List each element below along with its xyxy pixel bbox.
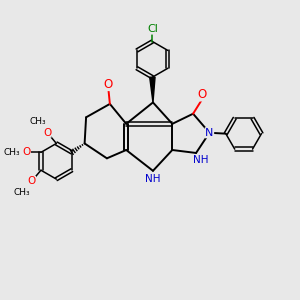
Text: O: O [197, 88, 207, 101]
Text: O: O [104, 77, 113, 91]
Text: CH₃: CH₃ [29, 117, 46, 126]
Polygon shape [150, 77, 155, 102]
Text: O: O [28, 176, 36, 186]
Text: CH₃: CH₃ [4, 148, 20, 157]
Text: NH: NH [145, 174, 160, 184]
Text: NH: NH [193, 155, 208, 165]
Text: Cl: Cl [147, 24, 158, 34]
Text: O: O [22, 147, 31, 158]
Text: O: O [43, 128, 51, 137]
Text: CH₃: CH₃ [14, 188, 31, 197]
Text: N: N [205, 128, 214, 138]
